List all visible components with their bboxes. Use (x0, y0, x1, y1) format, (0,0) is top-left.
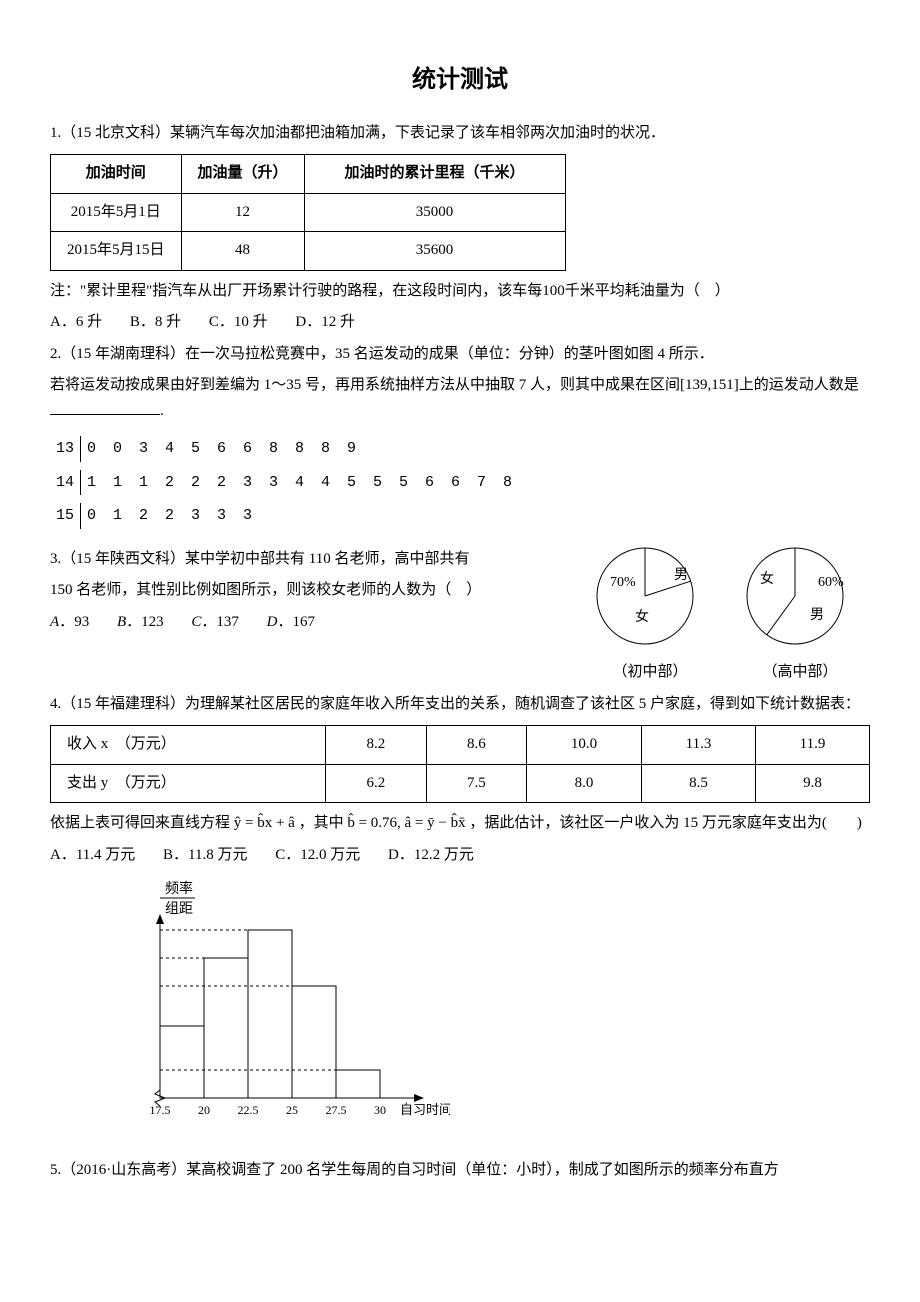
q1-opt-b: B．8 升 (130, 314, 181, 330)
stem-leaf-plot: 13 0 0 3 4 5 6 6 8 8 8 9 14 1 1 1 2 2 2 … (50, 432, 870, 533)
sl-leaf-1: 1 1 1 2 2 2 3 3 4 4 5 5 5 6 6 7 8 (81, 470, 516, 496)
svg-text:27.5: 27.5 (326, 1103, 347, 1117)
pie-left-female: 女 (635, 608, 649, 625)
q1-r1c0: 2015年5月15日 (51, 232, 182, 271)
q1-r0c0: 2015年5月1日 (51, 193, 182, 232)
q3-options: A．A．9393 B．123 C．137 D．167 (50, 610, 570, 636)
q3-opt-a: A．A．9393 (50, 614, 89, 630)
q4-x4: 11.9 (755, 726, 869, 765)
q3-opt-c: C．137 (191, 614, 239, 630)
q4-formula: 依据上表可得回来直线方程 ŷ = b̂x + â ，其中 b̂ = 0.76, … (50, 811, 870, 837)
q4-opt-c: C．12.0 万元 (275, 847, 360, 863)
sl-leaf-0: 0 0 3 4 5 6 6 8 8 8 9 (81, 436, 360, 462)
q1-r1c1: 48 (181, 232, 304, 271)
sl-stem-0: 13 (50, 436, 81, 462)
pie-chart-senior: 女 60% 男 （高中部） (730, 541, 870, 686)
pie-left-pct: 70% (610, 575, 636, 590)
pie-right-pct: 60% (818, 575, 844, 590)
q1-opt-c: C．10 升 (209, 314, 268, 330)
q4-x1: 8.6 (426, 726, 526, 765)
q4-x2: 10.0 (527, 726, 642, 765)
pie-left-label: （初中部） (580, 660, 720, 686)
pie-chart-junior: 男 70% 女 （初中部） (580, 541, 720, 686)
q4-row1-label: 收入 x （万元） (51, 726, 326, 765)
q2-blank (50, 399, 160, 415)
q3-line2: 150 名老师，其性别比例如图所示，则该校女老师的人数为（ ） (50, 578, 570, 604)
q4-prompt: 4.（15 年福建理科）为理解某社区居民的家庭年收入所年支出的关系，随机调查了该… (50, 692, 870, 718)
q1-th2: 加油时的累计里程（千米） (304, 155, 565, 194)
pie-left-male: 男 (674, 568, 688, 583)
svg-text:自习时间: 自习时间 (400, 1102, 450, 1117)
q4-opt-a: A．11.4 万元 (50, 847, 135, 863)
q1-prompt: 1.（15 北京文科）某辆汽车每次加油都把油箱加满，下表记录了该车相邻两次加油时… (50, 121, 870, 147)
q4-y4: 9.8 (755, 764, 869, 803)
svg-text:组距: 组距 (165, 901, 193, 917)
pie-right-male: 男 (810, 608, 824, 623)
sl-stem-2: 15 (50, 503, 81, 529)
q1-th0: 加油时间 (51, 155, 182, 194)
svg-text:22.5: 22.5 (238, 1103, 259, 1117)
sl-stem-1: 14 (50, 470, 81, 496)
q5-prompt: 5.（2016·山东高考）某高校调查了 200 名学生每周的自习时间（单位：小时… (50, 1158, 870, 1184)
q1-options: A．6 升 B．8 升 C．10 升 D．12 升 (50, 310, 870, 336)
page-title: 统计测试 (50, 60, 870, 101)
svg-text:17.5: 17.5 (150, 1103, 171, 1117)
q1-opt-a: A．6 升 (50, 314, 102, 330)
q2-prompt: 2.（15 年湖南理科）在一次马拉松竞赛中，35 名运发动的成果（单位：分钟）的… (50, 342, 870, 368)
q1-r0c1: 12 (181, 193, 304, 232)
q1-th1: 加油量（升） (181, 155, 304, 194)
q2-prompt2: 若将运发动按成果由好到差编为 1～35 号，再用系统抽样方法从中抽取 7 人，则… (50, 373, 870, 424)
q1-r0c2: 35000 (304, 193, 565, 232)
q1-r1c2: 35600 (304, 232, 565, 271)
q4-x0: 8.2 (326, 726, 426, 765)
q4-y2: 8.0 (527, 764, 642, 803)
q1-note: 注："累计里程"指汽车从出厂开场累计行驶的路程，在这段时间内，该车每100千米平… (50, 279, 870, 305)
q4-y3: 8.5 (642, 764, 756, 803)
q4-row2-label: 支出 y （万元） (51, 764, 326, 803)
svg-text:25: 25 (286, 1103, 298, 1117)
svg-text:20: 20 (198, 1103, 210, 1117)
svg-text:频率: 频率 (165, 880, 193, 897)
q4-table: 收入 x （万元） 8.2 8.6 10.0 11.3 11.9 支出 y （万… (50, 725, 870, 803)
q1-table: 加油时间 加油量（升） 加油时的累计里程（千米） 2015年5月1日 12 35… (50, 154, 566, 271)
svg-text:30: 30 (374, 1103, 386, 1117)
q3-opt-d: D．167 (267, 614, 315, 630)
q2-prompt2-text: 若将运发动按成果由好到差编为 1～35 号，再用系统抽样方法从中抽取 7 人，则… (50, 377, 859, 393)
q4-y1: 7.5 (426, 764, 526, 803)
pie-right-female: 女 (760, 570, 774, 587)
histogram-chart: 频率组距 17.5 20 22.5 25 27.5 30 自习时间 (110, 878, 870, 1148)
sl-leaf-2: 0 1 2 2 3 3 3 (81, 503, 256, 529)
q4-opt-d: D．12.2 万元 (388, 847, 474, 863)
q1-opt-d: D．12 升 (295, 314, 355, 330)
q4-x3: 11.3 (642, 726, 756, 765)
q3-opt-b: B．123 (117, 614, 164, 630)
q4-y0: 6.2 (326, 764, 426, 803)
q3-line1: 3.（15 年陕西文科）某中学初中部共有 110 名老师，高中部共有 (50, 547, 570, 573)
pie-right-label: （高中部） (730, 660, 870, 686)
q4-opt-b: B．11.8 万元 (163, 847, 247, 863)
q4-options: A．11.4 万元 B．11.8 万元 C．12.0 万元 D．12.2 万元 (50, 843, 870, 869)
